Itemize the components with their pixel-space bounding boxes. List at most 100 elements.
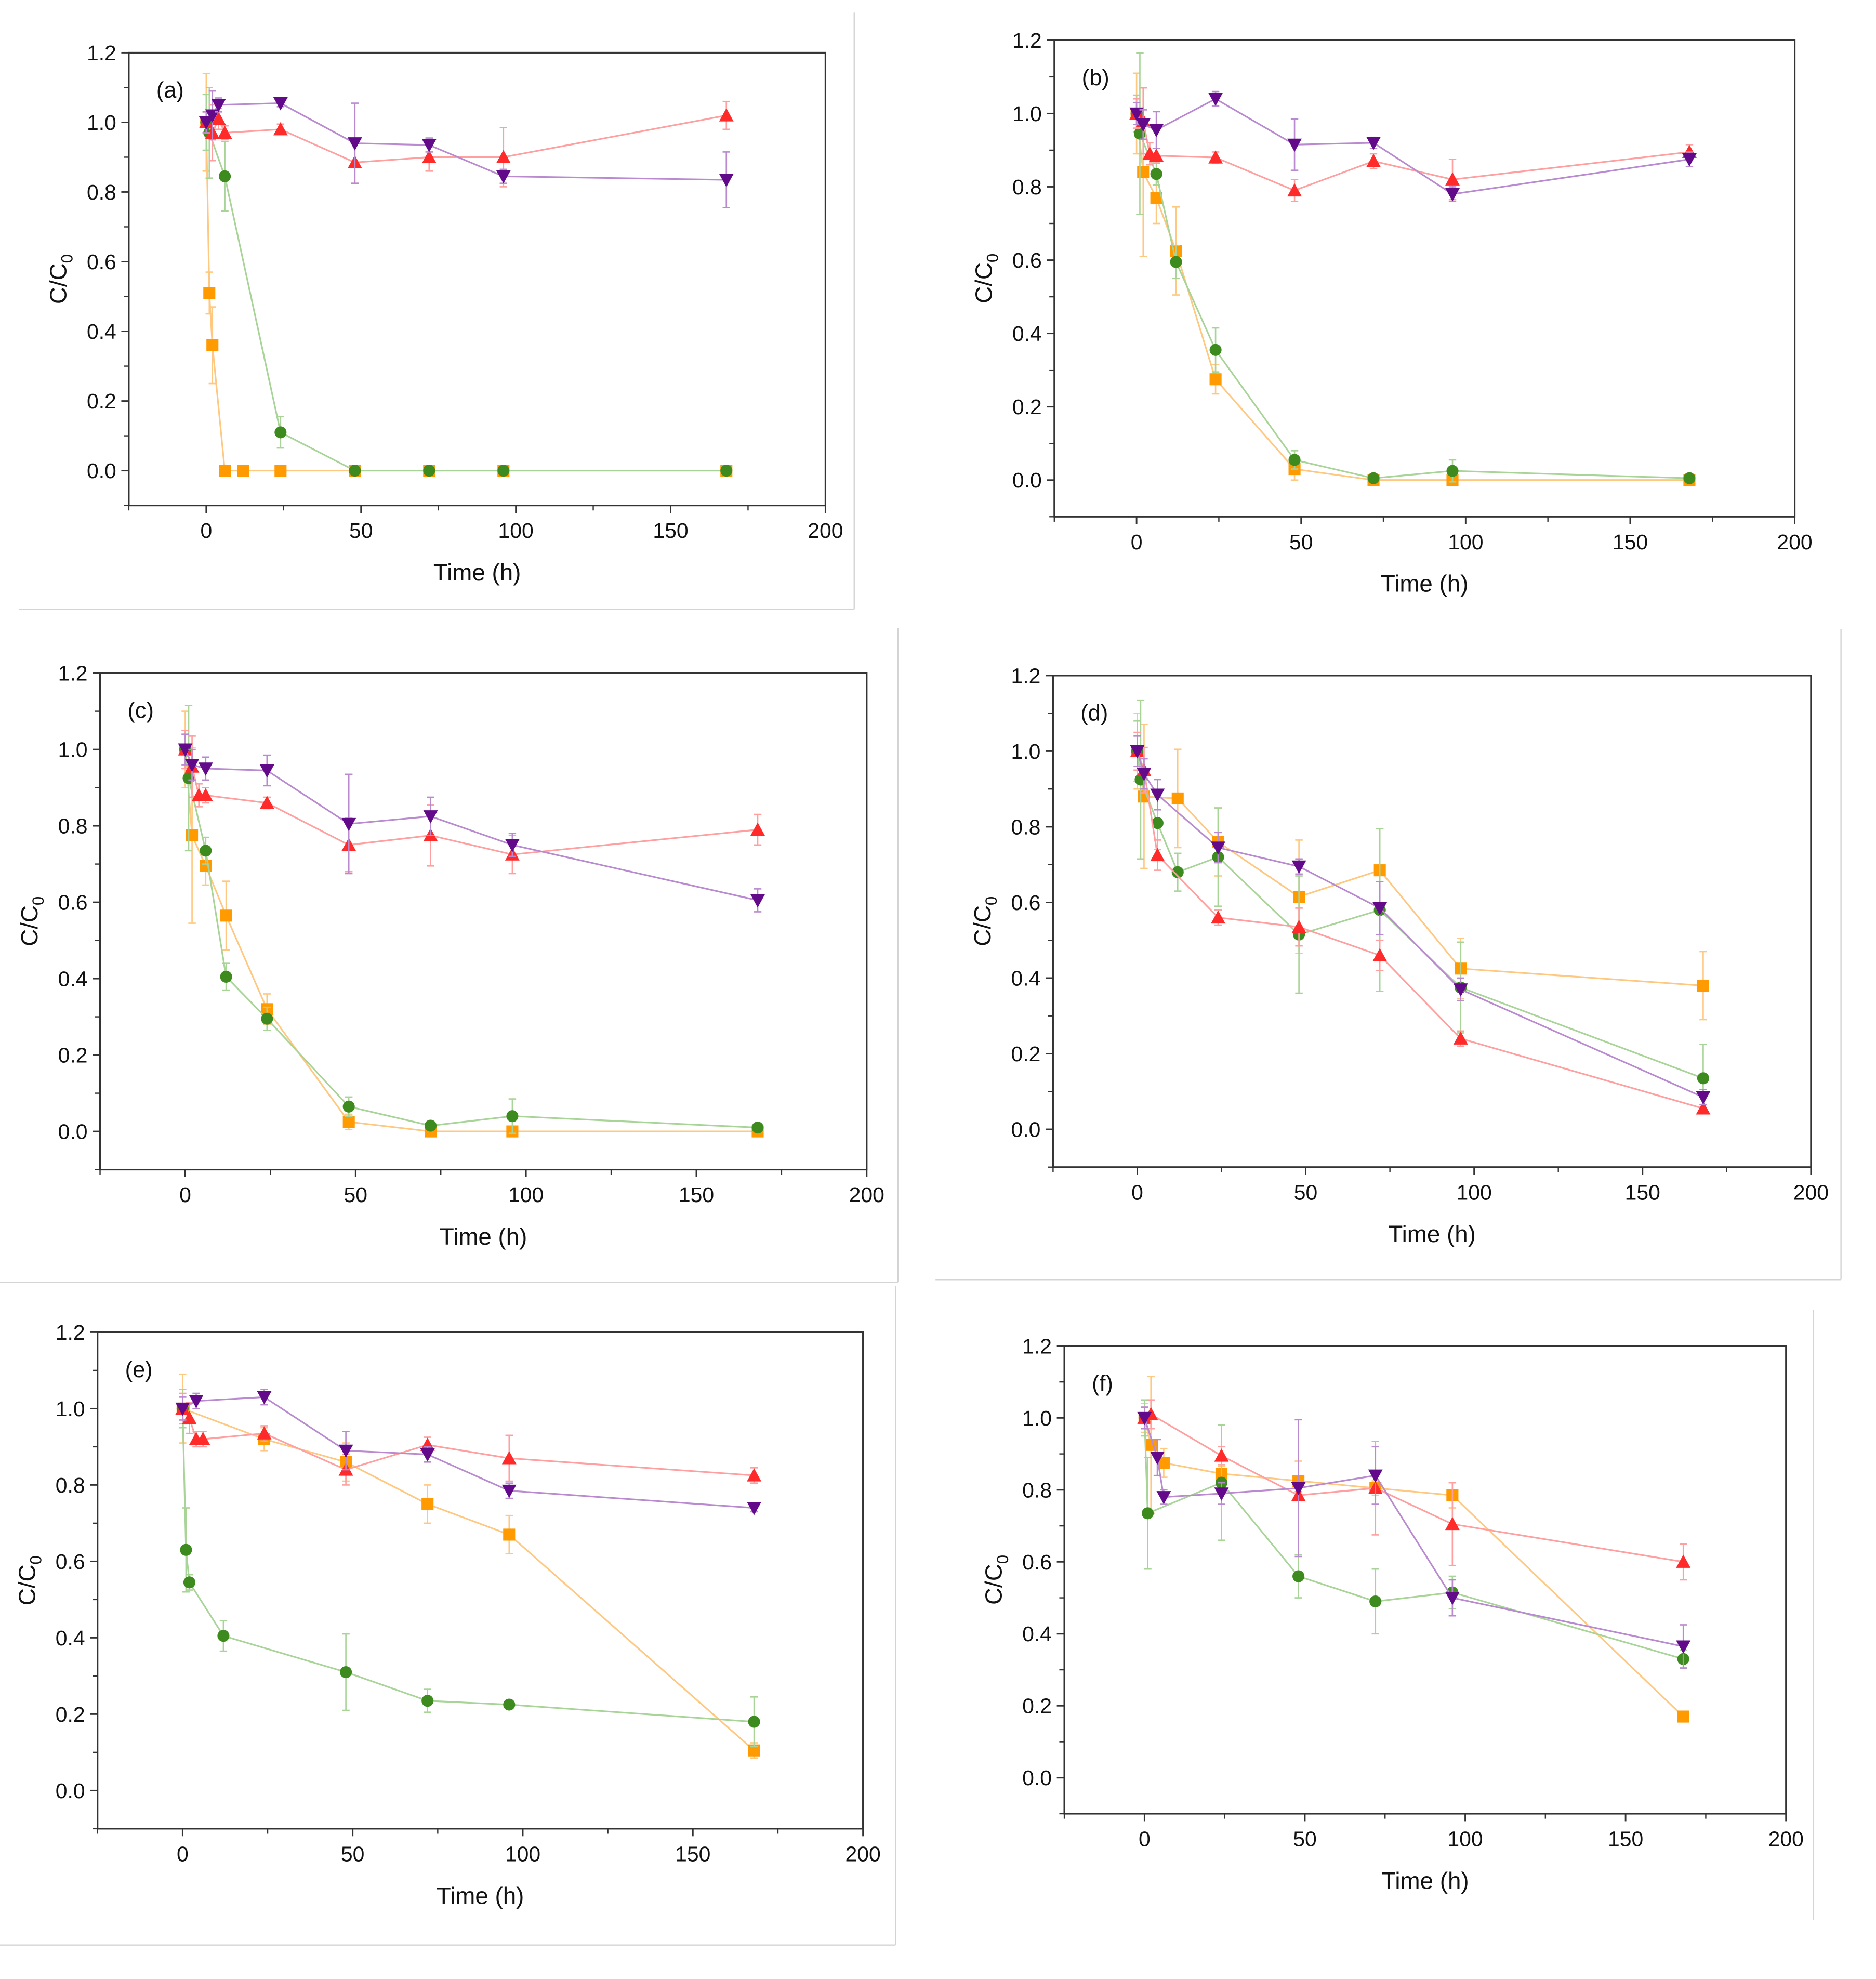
y-tick-label: 1.2 — [1011, 664, 1040, 688]
y-tick-label: 0.0 — [1012, 468, 1042, 492]
data-point-triangle-down — [199, 116, 214, 130]
data-point-triangle-up — [1372, 948, 1388, 961]
data-point-triangle-down — [1211, 841, 1225, 855]
data-point-triangle-down — [1372, 902, 1388, 916]
data-point-square — [206, 339, 219, 351]
data-point-circle — [1369, 1595, 1382, 1608]
data-point-square — [1137, 166, 1150, 178]
data-point-square — [220, 909, 232, 922]
x-axis-label: Time (h) — [1381, 1867, 1469, 1894]
data-point-triangle-down — [273, 97, 288, 111]
series-line — [1136, 750, 1703, 1110]
data-point-triangle-down — [1291, 1482, 1306, 1496]
x-tick-label: 100 — [1447, 1827, 1483, 1851]
series-line — [1136, 750, 1704, 1098]
y-axis-label-subscript: 0 — [58, 254, 76, 263]
data-point-triangle-up — [1208, 150, 1223, 164]
y-tick-label: 0.4 — [56, 1626, 85, 1650]
data-point-triangle-down — [1137, 1411, 1152, 1426]
x-axis-label: Time (h) — [1388, 1221, 1475, 1247]
data-point-triangle-up — [496, 150, 511, 164]
data-point-circle — [1150, 168, 1162, 180]
y-tick-label: 0.4 — [1011, 966, 1040, 990]
y-tick-label: 1.0 — [87, 111, 116, 135]
data-point-triangle-up — [1445, 172, 1460, 186]
data-point-triangle-down — [1137, 768, 1152, 782]
y-tick-label: 0.6 — [1022, 1550, 1052, 1574]
data-point-circle — [423, 465, 435, 477]
data-point-triangle-up — [501, 1451, 517, 1465]
x-tick-label: 150 — [1608, 1827, 1643, 1851]
data-point-circle — [182, 772, 195, 784]
y-tick-label: 1.2 — [1012, 29, 1042, 52]
data-point-triangle-down — [184, 758, 200, 772]
data-point-triangle-up — [420, 1437, 435, 1451]
series-circle — [200, 87, 733, 477]
y-tick-label: 1.0 — [1022, 1406, 1052, 1430]
panel-label: (f) — [1092, 1371, 1113, 1396]
data-point-triangle-down — [189, 1395, 204, 1408]
data-point-circle — [200, 845, 212, 857]
data-point-square — [1209, 373, 1222, 386]
chart-panel-e: 0 50 100 150 200 0.0 0.2 0.4 0.6 0.8 1.0 1.2 Time (h… — [0, 1286, 896, 1946]
x-tick-label: 150 — [675, 1842, 710, 1866]
data-point-square — [274, 465, 287, 477]
data-point-circle — [183, 1576, 196, 1589]
data-point-square — [186, 829, 199, 842]
x-tick-label: 100 — [508, 1183, 544, 1207]
data-point-triangle-down — [1291, 860, 1306, 874]
x-axis-label: Time (h) — [440, 1223, 527, 1250]
series-triangle-up — [199, 100, 734, 188]
series-line — [205, 114, 727, 164]
y-tick-label: 0.0 — [1022, 1766, 1052, 1790]
data-point-triangle-up — [1150, 848, 1165, 862]
y-tick-label: 1.0 — [56, 1397, 85, 1421]
data-point-triangle-up — [182, 1410, 197, 1424]
panel-label: (c) — [127, 698, 154, 723]
chart-panel-a: 0 50 100 150 200 0.0 0.2 0.4 0.6 0.8 1.0 1.2 Time (h… — [19, 12, 855, 610]
data-point-circle — [424, 1119, 437, 1132]
data-point-triangle-down — [1208, 93, 1223, 107]
x-tick-label: 200 — [845, 1842, 880, 1866]
data-point-triangle-up — [1149, 148, 1164, 162]
y-axis-label-subscript: 0 — [27, 1555, 45, 1564]
data-point-triangle-up — [421, 150, 437, 164]
data-point-triangle-up — [259, 796, 274, 809]
y-tick-label: 0.8 — [58, 814, 88, 838]
data-point-square — [748, 1744, 760, 1757]
data-point-triangle-down — [420, 1448, 435, 1462]
data-point-triangle-up — [217, 125, 232, 139]
data-point-square — [1150, 192, 1162, 204]
chart-panel-b: 0 50 100 150 200 0.0 0.2 0.4 0.6 0.8 1.0 1.2 Time (h… — [970, 29, 1812, 597]
plot-frame — [1053, 39, 1796, 518]
data-point-circle — [748, 1716, 760, 1728]
y-tick-label: 0.0 — [87, 459, 116, 483]
y-tick-label: 1.0 — [58, 738, 88, 762]
y-tick-label: 0.2 — [1022, 1694, 1052, 1718]
y-tick-label: 0.6 — [1011, 891, 1040, 915]
data-point-circle — [219, 170, 231, 182]
y-tick-label: 0.2 — [1012, 395, 1042, 419]
data-point-triangle-down — [205, 109, 220, 123]
x-tick-label: 0 — [177, 1842, 189, 1866]
y-tick-label: 0.8 — [1022, 1478, 1052, 1502]
data-point-triangle-down — [1287, 138, 1302, 152]
data-point-circle — [1697, 1072, 1709, 1085]
data-point-triangle-up — [1366, 154, 1381, 167]
data-point-triangle-up — [211, 111, 226, 125]
data-point-triangle-up — [1676, 1554, 1691, 1568]
plot-frame — [1063, 1345, 1787, 1815]
chart-panel-d: 0 50 100 150 200 0.0 0.2 0.4 0.6 0.8 1.0 1.2 Time (h… — [935, 629, 1842, 1281]
series-line — [1135, 98, 1690, 195]
data-point-triangle-up — [1211, 910, 1225, 924]
data-point-triangle-down — [505, 839, 520, 852]
x-axis-label: Time (h) — [1381, 571, 1468, 597]
x-tick-label: 200 — [1793, 1180, 1829, 1204]
data-point-triangle-down — [259, 764, 274, 778]
data-point-circle — [1209, 344, 1222, 356]
y-axis-label: C/C0 — [14, 1555, 45, 1605]
y-tick-label: 0.8 — [56, 1473, 85, 1497]
x-tick-label: 0 — [1139, 1827, 1151, 1851]
panel-label: (a) — [156, 78, 184, 103]
series-line — [1136, 751, 1703, 987]
